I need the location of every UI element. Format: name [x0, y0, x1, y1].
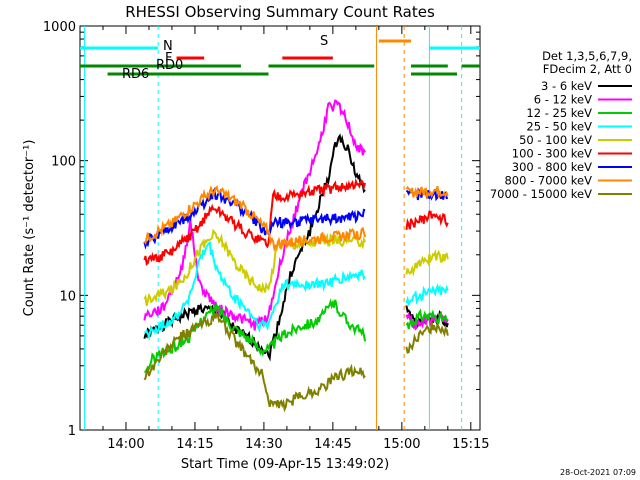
legend-entry-label: 6 - 12 keV [534, 93, 592, 107]
series-line-7 [143, 185, 367, 252]
y-tick-label: 10 [59, 289, 76, 304]
plot-area: 1 10 100 1000 14:00 14:15 14:30 14:45 15:00 15:15… [43, 20, 490, 452]
y-tick-label: 1 [68, 424, 76, 439]
legend-entry-label: 100 - 300 keV [512, 147, 592, 161]
timestamp-label: 28-Oct-2021 07:09 [560, 468, 636, 477]
legend-entry-label: 12 - 25 keV [526, 106, 592, 120]
legend-entry-label: 300 - 800 keV [512, 160, 592, 174]
flag-label: N [163, 39, 173, 54]
series-line-8 [143, 311, 366, 413]
legend-entry-label: 800 - 7000 keV [504, 174, 592, 188]
y-axis-label: Count Rate (s⁻¹ detector⁻¹) [22, 140, 37, 317]
chart-title: RHESSI Observing Summary Count Rates [125, 3, 435, 21]
series-line-4 [405, 248, 449, 277]
legend-entry-label: 7000 - 15000 keV [490, 187, 592, 201]
flag-label: RD6 [122, 67, 149, 82]
series-line-8 [405, 320, 449, 354]
flag-label: RD0 [156, 58, 183, 73]
series-line-4 [143, 228, 367, 307]
legend-header: Det 1,3,5,6,7,9, [542, 49, 632, 63]
series-line-3 [405, 283, 449, 307]
legend-entry-label: 3 - 6 keV [541, 79, 592, 93]
series-line-1 [143, 99, 366, 331]
series-line-5 [143, 177, 367, 266]
series-line-5 [405, 210, 449, 230]
series-line-3 [144, 240, 366, 342]
y-tick-label: 100 [51, 155, 76, 170]
legend: Det 1,3,5,6,7,9,FDecim 2, Att 0 3 - 6 keV… [490, 49, 632, 201]
flag-label: F [165, 51, 172, 66]
y-tick-label: 1000 [43, 20, 76, 35]
x-tick-label: 14:00 [107, 437, 144, 452]
x-tick-label: 15:15 [452, 437, 489, 452]
legend-entry-label: 50 - 100 keV [519, 133, 592, 147]
series-line-2 [144, 298, 367, 373]
flag-label: S [320, 34, 328, 49]
x-tick-label: 14:45 [314, 437, 351, 452]
x-tick-label: 14:15 [176, 437, 213, 452]
legend-entry-label: 25 - 50 keV [526, 120, 592, 134]
plot-frame [79, 25, 481, 431]
x-axis-label: Start Time (09-Apr-15 13:49:02) [181, 457, 389, 472]
x-tick-label: 14:30 [245, 437, 282, 452]
series-line-7 [405, 185, 449, 200]
legend-header: FDecim 2, Att 0 [543, 62, 632, 76]
x-tick-label: 15:00 [383, 437, 420, 452]
series-line-2 [405, 308, 449, 330]
